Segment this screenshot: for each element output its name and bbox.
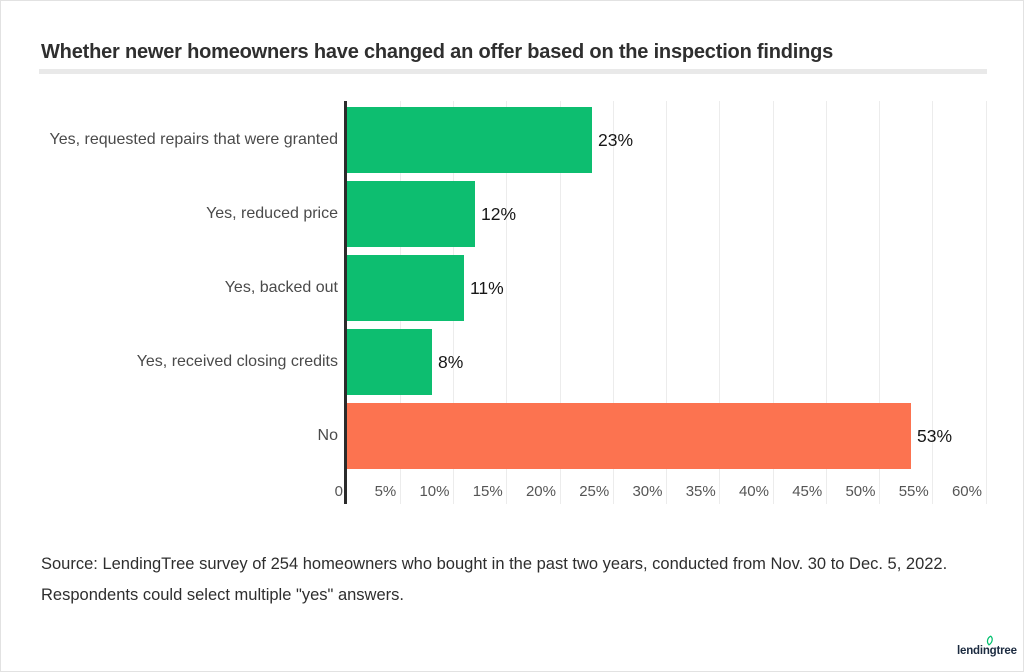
- category-label: Yes, requested repairs that were granted: [49, 131, 338, 148]
- bar-value-label: 23%: [598, 130, 634, 150]
- x-gridline: [932, 101, 934, 504]
- x-tick-label: 35%: [685, 483, 716, 500]
- y-axis-line: [344, 101, 347, 504]
- bar-value-label: 8%: [438, 352, 464, 372]
- chart-title: Whether newer homeowners have changed an…: [41, 41, 834, 64]
- bar-value-label: 53%: [917, 426, 953, 446]
- bar: [347, 255, 464, 321]
- lendingtree-logo: lendingtree: [951, 635, 1021, 663]
- source-line-1: Source: LendingTree survey of 254 homeow…: [41, 555, 948, 573]
- x-tick-label: 15%: [472, 483, 503, 500]
- x-gridline: [719, 101, 721, 504]
- x-gridline: [506, 101, 508, 504]
- x-gridline: [612, 101, 614, 504]
- lendingtree-wordmark: lendingtree: [957, 645, 1017, 657]
- x-gridline: [879, 101, 880, 504]
- category-label: No: [317, 427, 338, 444]
- x-tick-label: 5%: [374, 483, 397, 500]
- x-gridline: [559, 101, 561, 504]
- category-label: Yes, received closing credits: [136, 353, 338, 370]
- x-tick-label: 20%: [525, 483, 556, 500]
- title-divider: [39, 69, 987, 74]
- x-tick-label: 25%: [579, 483, 610, 500]
- bar: [347, 181, 475, 247]
- lendingtree-leaf-icon: [986, 635, 993, 646]
- x-gridline: [772, 101, 774, 504]
- bar: [347, 329, 432, 395]
- x-tick-label: 0: [334, 483, 343, 500]
- bar: [347, 107, 592, 173]
- x-tick-label: 55%: [898, 483, 929, 500]
- x-gridline: [985, 101, 987, 504]
- source-note: Source: LendingTree survey of 254 homeow…: [41, 549, 991, 611]
- x-tick-label: 45%: [792, 483, 823, 500]
- x-gridline: [825, 101, 827, 504]
- category-label: Yes, backed out: [224, 279, 338, 296]
- bar-value-label: 11%: [470, 278, 504, 298]
- x-tick-label: 40%: [738, 483, 769, 500]
- category-label: Yes, reduced price: [206, 205, 338, 222]
- source-line-2: Respondents could select multiple "yes" …: [41, 586, 404, 604]
- bar-value-label: 12%: [481, 204, 517, 224]
- x-tick-label: 10%: [419, 483, 450, 500]
- x-gridline: [666, 101, 667, 504]
- x-tick-label: 60%: [951, 483, 982, 500]
- x-tick-label: 50%: [845, 483, 876, 500]
- bar: [347, 403, 911, 469]
- x-tick-label: 30%: [632, 483, 663, 500]
